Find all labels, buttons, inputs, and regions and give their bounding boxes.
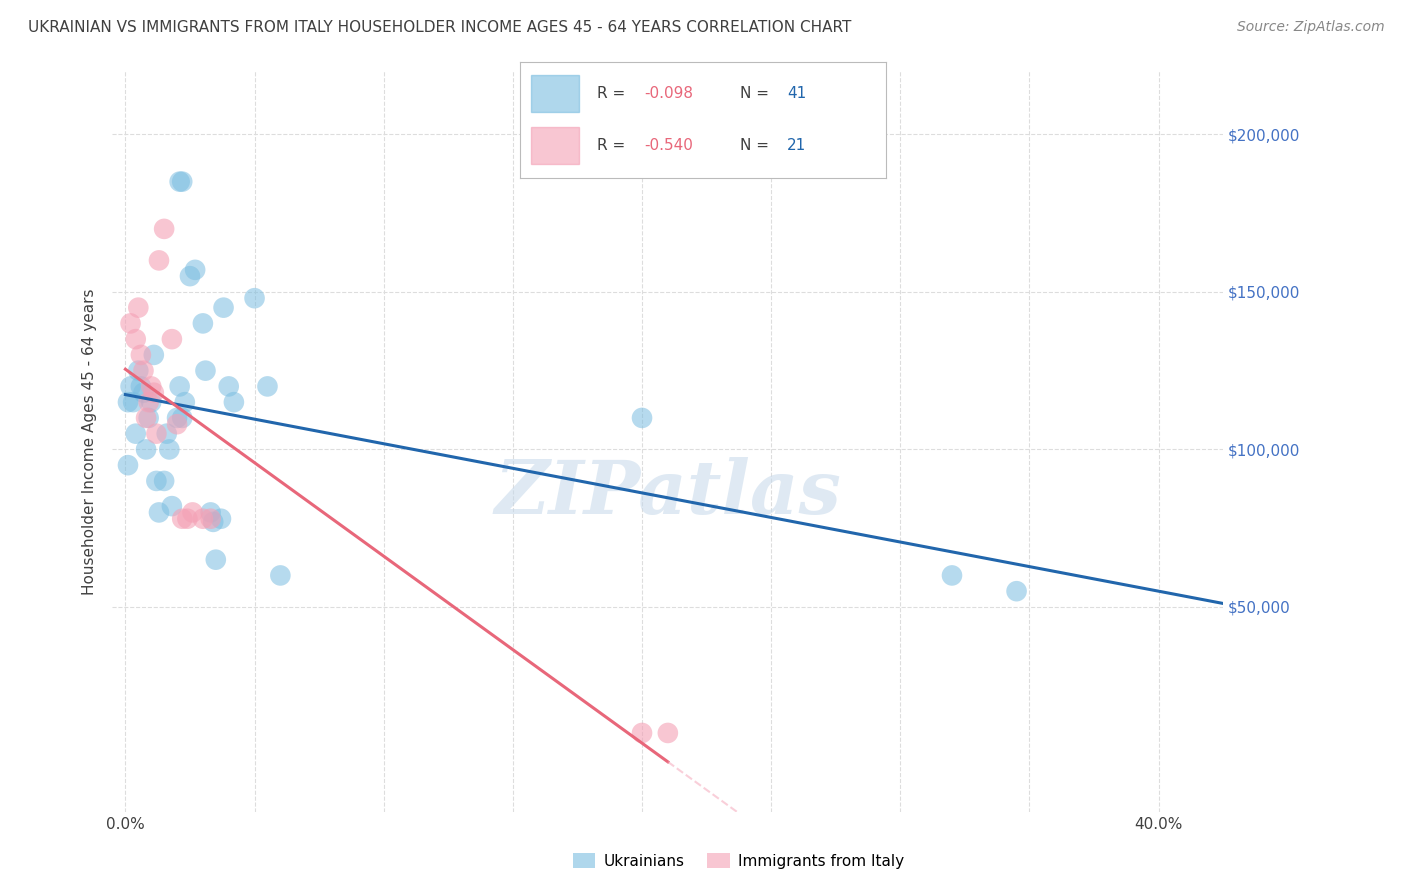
Point [191,512,214,526]
Point [120,379,142,393]
Point [122,395,145,409]
Point [222,395,245,409]
Point [169,379,191,393]
Point [169,175,191,189]
Point [172,175,194,189]
Point [631,411,654,425]
Point [172,512,194,526]
Text: N =: N = [740,87,773,102]
Y-axis label: Householder Income Ages 45 - 64 years: Householder Income Ages 45 - 64 years [82,288,97,595]
FancyBboxPatch shape [531,75,579,112]
Text: UKRAINIAN VS IMMIGRANTS FROM ITALY HOUSEHOLDER INCOME AGES 45 - 64 YEARS CORRELA: UKRAINIAN VS IMMIGRANTS FROM ITALY HOUSE… [28,20,852,35]
Text: Source: ZipAtlas.com: Source: ZipAtlas.com [1237,20,1385,34]
Legend: Ukrainians, Immigrants from Italy: Ukrainians, Immigrants from Italy [567,847,910,875]
Point [1005,584,1028,599]
Text: R =: R = [598,87,630,102]
Point [142,348,165,362]
Point [129,379,152,393]
Text: ZIPatlas: ZIPatlas [495,457,841,530]
Point [117,458,139,472]
Point [156,426,179,441]
Point [125,332,148,346]
Point [176,512,198,526]
Point [148,505,170,519]
Point [127,301,149,315]
Point [132,364,155,378]
Point [194,364,217,378]
Point [209,512,232,526]
Text: N =: N = [740,138,773,153]
Point [200,505,222,519]
Point [166,417,188,432]
Point [141,395,163,409]
Point [202,515,225,529]
Point [212,301,235,315]
Point [181,505,204,519]
Point [191,317,214,331]
Point [142,385,165,400]
Point [138,411,160,425]
Text: -0.540: -0.540 [644,138,693,153]
Text: 21: 21 [787,138,806,153]
Point [243,291,266,305]
Point [125,426,148,441]
Point [256,379,278,393]
Point [218,379,240,393]
Point [145,426,167,441]
Point [148,253,170,268]
Point [657,726,679,740]
Point [117,395,139,409]
Text: -0.098: -0.098 [644,87,693,102]
Point [166,411,188,425]
Point [132,385,155,400]
Point [135,442,157,457]
Point [173,395,195,409]
Point [200,512,222,526]
Point [160,499,183,513]
Point [172,411,194,425]
Point [269,568,291,582]
Point [153,474,176,488]
Text: R =: R = [598,138,630,153]
Text: 41: 41 [787,87,806,102]
Point [127,364,149,378]
Point [160,332,183,346]
FancyBboxPatch shape [531,128,579,164]
Point [157,442,180,457]
Point [631,726,654,740]
Point [204,552,226,566]
Point [141,379,163,393]
Point [120,317,142,331]
Point [179,269,201,284]
Point [135,411,157,425]
Point [145,474,167,488]
Point [153,222,176,236]
Point [941,568,963,582]
Point [129,348,152,362]
Point [184,263,207,277]
Point [138,395,160,409]
